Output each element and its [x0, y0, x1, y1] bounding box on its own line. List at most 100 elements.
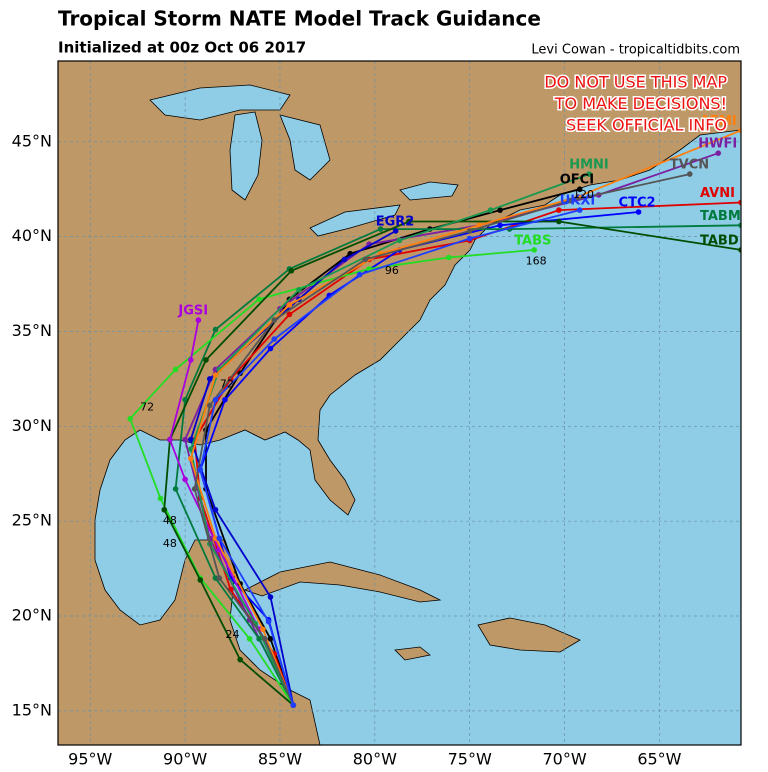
frame — [57, 60, 742, 746]
model-label: HMNI — [569, 158, 609, 173]
model-label: EGR2 — [376, 214, 415, 229]
track-point — [446, 254, 452, 261]
track-point — [738, 247, 741, 253]
model-label: HWFI — [698, 137, 737, 152]
model-label: TABM — [700, 209, 741, 224]
y-tick-label: 45°N — [12, 131, 52, 150]
track-point — [212, 506, 219, 513]
track-point — [261, 635, 268, 642]
track-point — [127, 415, 133, 422]
track-line — [163, 220, 741, 706]
track-line — [174, 224, 741, 706]
track-point — [362, 256, 369, 263]
credit: Levi Cowan - tropicaltidbits.com — [531, 43, 740, 58]
track-point — [377, 226, 384, 232]
track-point — [576, 186, 583, 193]
track-point — [406, 218, 412, 225]
hour-label: 48 — [163, 514, 177, 527]
hour-label: 120 — [573, 188, 594, 201]
y-tick-label: 15°N — [12, 700, 52, 719]
hour-label: 96 — [385, 264, 399, 277]
y-tick-label: 35°N — [12, 321, 52, 340]
track-point — [197, 577, 204, 583]
jamaica — [394, 646, 431, 661]
track-point — [197, 467, 204, 473]
track-point — [157, 495, 164, 502]
track-point — [267, 345, 274, 352]
track-point — [556, 207, 562, 213]
hour-label: 48 — [163, 537, 177, 550]
model-label: TABS — [514, 233, 551, 248]
track-line — [193, 173, 690, 706]
warning-text: SEEK OFFICIAL INFO — [566, 116, 727, 135]
hour-label: 72 — [220, 378, 234, 391]
hour-label: 72 — [140, 400, 154, 413]
track-point — [396, 237, 403, 244]
model-label: TVCN — [670, 158, 709, 173]
lake-ontario — [399, 181, 459, 201]
track-point — [172, 486, 179, 492]
x-tick-label: 95°W — [68, 750, 112, 769]
track-point — [172, 366, 179, 373]
track-point — [267, 635, 274, 642]
track-point — [738, 222, 741, 229]
track-point — [738, 199, 741, 206]
track-point — [167, 436, 173, 443]
track-point — [212, 326, 219, 333]
subtitle: Initialized at 00z Oct 06 2017 — [58, 39, 306, 57]
track-point — [497, 222, 503, 229]
x-tick-label: 65°W — [637, 750, 681, 769]
track-point — [265, 618, 272, 625]
lake-michigan — [229, 111, 263, 201]
track-point — [531, 247, 538, 253]
warning-text: TO MAKE DECISIONS! — [554, 94, 727, 113]
x-tick-label: 80°W — [353, 750, 397, 769]
y-tick-label: 30°N — [12, 416, 52, 435]
track-point — [635, 209, 642, 215]
track-point — [487, 207, 494, 213]
track-point — [296, 286, 302, 293]
lake-huron — [279, 114, 331, 181]
track-point — [466, 228, 473, 234]
track-line — [189, 129, 741, 706]
track-point — [203, 357, 209, 363]
track-point — [271, 317, 278, 323]
track-point — [738, 127, 741, 134]
track-point — [188, 436, 194, 443]
model-label: JGSI — [177, 304, 208, 319]
track-point — [212, 372, 219, 378]
track-point — [246, 635, 253, 642]
track-point — [497, 207, 503, 213]
x-tick-label: 90°W — [163, 750, 207, 769]
track-point — [188, 446, 194, 452]
track-point — [286, 311, 293, 318]
track-point — [212, 396, 219, 403]
hispaniola — [477, 617, 581, 653]
x-tick-label: 70°W — [542, 750, 586, 769]
track-point — [290, 702, 297, 708]
track-point — [392, 228, 399, 234]
title: Tropical Storm NATE Model Track Guidance — [58, 7, 541, 31]
model-label: AVNI — [700, 186, 735, 201]
y-tick-label: 25°N — [12, 511, 52, 530]
y-tick-label: 20°N — [12, 606, 52, 625]
model-label: UKXI — [560, 194, 596, 209]
x-tick-label: 75°W — [448, 750, 492, 769]
track-point — [288, 267, 295, 274]
track-point — [556, 218, 562, 225]
track-point — [256, 635, 262, 642]
track-point — [576, 207, 583, 213]
track-point — [188, 357, 194, 363]
model-label: TABD — [700, 233, 739, 248]
track-point — [206, 376, 213, 382]
track-point — [466, 235, 473, 242]
track-point — [715, 150, 722, 156]
track-point — [188, 455, 194, 462]
track-point — [161, 506, 168, 513]
track-point — [267, 594, 274, 600]
lake-erie — [309, 204, 401, 237]
cuba — [243, 561, 442, 603]
track-point — [586, 171, 593, 177]
track-point — [341, 256, 348, 263]
